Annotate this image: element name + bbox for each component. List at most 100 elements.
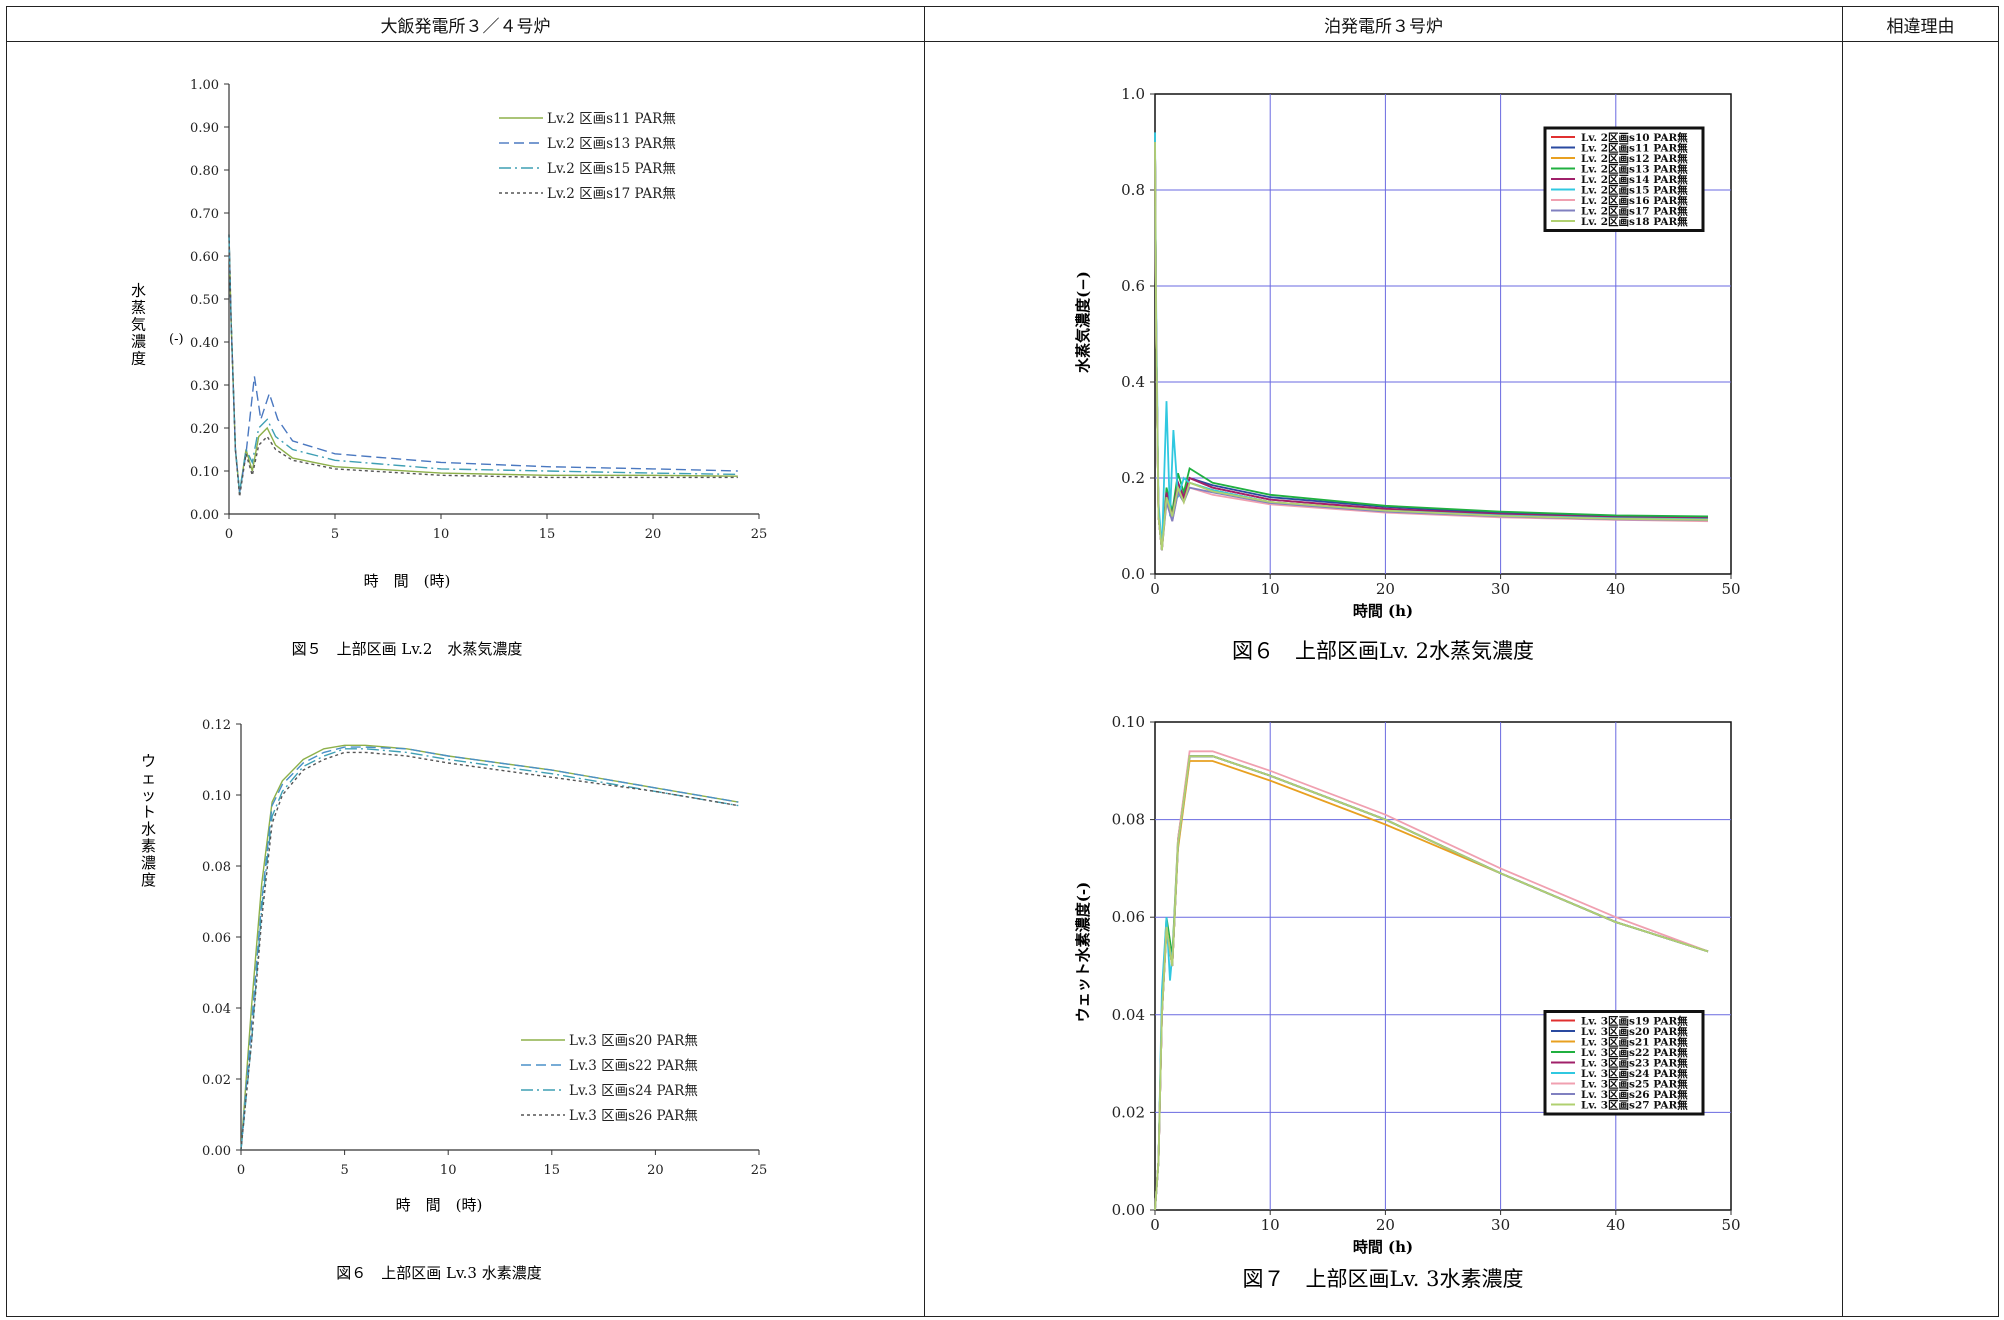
- oi-h2-xlabel: 時 間 (時): [396, 1196, 483, 1214]
- chart-tomari-h2: 0 10 20 30 40 50 0.00 0.02 0.04 0.06 0.08 0.10 Lv. 3…: [1112, 713, 1741, 1234]
- comparison-table: 大飯発電所３／４号炉 泊発電所３号炉 相違理由 0 5 10 15 20 25 0.00 0.…: [6, 6, 1999, 1317]
- legend-label: Lv. 3区画s24 PAR無: [1581, 1067, 1688, 1080]
- y-tick-label: 0.00: [1112, 1201, 1145, 1219]
- reason-cell: [1842, 41, 1999, 1317]
- y-tick-label: 0.00: [190, 508, 219, 523]
- tomari-steam-ylabel: 水蒸気濃度(−): [1074, 271, 1092, 373]
- oi-steam-ylabel: 水蒸気濃度: [131, 282, 146, 368]
- legend-label: Lv. 3区画s19 PAR無: [1581, 1015, 1688, 1028]
- y-tick-label: 0.02: [202, 1073, 231, 1088]
- y-tick-label: 0.0: [1121, 565, 1145, 583]
- x-tick-label: 0: [237, 1163, 245, 1178]
- y-tick-label: 0.60: [190, 250, 219, 265]
- x-tick-label: 10: [440, 1163, 457, 1178]
- legend-label: Lv. 2区画s17 PAR無: [1581, 205, 1688, 218]
- x-tick-label: 10: [1261, 580, 1280, 598]
- y-tick-label: 0.4: [1121, 373, 1145, 391]
- legend-label: Lv. 2区画s13 PAR無: [1581, 163, 1688, 176]
- y-tick-label: 0.06: [202, 931, 231, 946]
- legend-label: Lv. 2区画s11 PAR無: [1581, 142, 1688, 155]
- series-line-1: [228, 234, 738, 493]
- y-tick-label: 0.04: [202, 1002, 231, 1017]
- oi-steam-xlabel: 時 間 (時): [364, 572, 451, 590]
- right-figures: 0 10 20 30 40 50 0.0 0.2 0.4 0.6 0.8 1.0 Lv. 2区画s10 …: [1074, 85, 1741, 1291]
- y-tick-label: 0.90: [190, 121, 219, 136]
- y-tick-label: 1.00: [190, 78, 219, 93]
- legend-label: Lv.3 区画s22 PAR無: [569, 1058, 698, 1074]
- chart-tomari-steam: 0 10 20 30 40 50 0.0 0.2 0.4 0.6 0.8 1.0 Lv. 2区画s10 …: [1121, 85, 1740, 598]
- y-tick-label: 0.06: [1112, 908, 1145, 926]
- x-tick-label: 20: [645, 527, 662, 542]
- legend-label: Lv. 2区画s16 PAR無: [1581, 194, 1688, 207]
- legend-label: Lv.2 区画s17 PAR無: [547, 186, 676, 202]
- y-tick-label: 0.6: [1121, 277, 1145, 295]
- legend-label: Lv.3 区画s20 PAR無: [569, 1033, 698, 1049]
- y-tick-label: 0.2: [1121, 469, 1145, 487]
- x-tick-label: 20: [1376, 1216, 1395, 1234]
- legend-label: Lv.2 区画s15 PAR無: [547, 161, 676, 177]
- left-cell: 0 5 10 15 20 25 0.00 0.10 0.20 0.30 0.40 0.50 0.60 0.…: [6, 41, 925, 1317]
- tomari-h2-ylabel: ウェット水素濃度(-): [1074, 882, 1092, 1022]
- legend-label: Lv. 3区画s25 PAR無: [1581, 1078, 1688, 1091]
- x-tick-label: 10: [1261, 1216, 1280, 1234]
- y-tick-label: 0.20: [190, 422, 219, 437]
- y-tick-label: 0.12: [202, 718, 231, 733]
- series-line-3: [228, 234, 738, 493]
- x-tick-label: 0: [1150, 580, 1160, 598]
- legend-label: Lv. 3区画s26 PAR無: [1581, 1088, 1688, 1101]
- legend-label: Lv. 3区画s21 PAR無: [1581, 1036, 1688, 1049]
- x-tick-label: 10: [433, 527, 450, 542]
- x-tick-label: 20: [1376, 580, 1395, 598]
- legend-label: Lv.3 区画s26 PAR無: [569, 1108, 698, 1124]
- y-tick-label: 0.08: [202, 860, 231, 875]
- content-row: 0 5 10 15 20 25 0.00 0.10 0.20 0.30 0.40 0.50 0.60 0.…: [6, 41, 1999, 1317]
- tomari-h2-xlabel: 時間 (h): [1353, 1238, 1413, 1256]
- header-row: 大飯発電所３／４号炉 泊発電所３号炉 相違理由: [6, 6, 1999, 42]
- x-tick-label: 40: [1606, 580, 1625, 598]
- legend-label: Lv.3 区画s24 PAR無: [569, 1083, 698, 1099]
- oi-steam-yunit: (-): [169, 332, 184, 347]
- y-tick-label: 0.50: [190, 293, 219, 308]
- x-tick-label: 40: [1606, 1216, 1625, 1234]
- x-tick-label: 20: [647, 1163, 664, 1178]
- tomari-steam-xlabel: 時間 (h): [1353, 602, 1413, 620]
- tomari-steam-caption: 図６ 上部区画Lv. 2水蒸気濃度: [1232, 639, 1534, 663]
- right-cell: 0 10 20 30 40 50 0.0 0.2 0.4 0.6 0.8 1.0 Lv. 2区画s10 …: [924, 41, 1843, 1317]
- legend-label: Lv. 2区画s15 PAR無: [1581, 184, 1688, 197]
- column-header-reason: 相違理由: [1842, 6, 1999, 42]
- x-tick-label: 5: [340, 1163, 348, 1178]
- y-tick-label: 0.08: [1112, 811, 1145, 829]
- y-tick-label: 0.10: [1112, 713, 1145, 731]
- column-header-left: 大飯発電所３／４号炉: [6, 6, 925, 42]
- series-line-2: [240, 746, 739, 1151]
- legend-label: Lv. 2区画s14 PAR無: [1581, 173, 1688, 186]
- legend-label: Lv. 2区画s10 PAR無: [1581, 131, 1688, 144]
- series-line-9: [1154, 141, 1709, 551]
- y-tick-label: 1.0: [1121, 85, 1145, 103]
- y-tick-label: 0.70: [190, 207, 219, 222]
- y-tick-label: 0.10: [202, 789, 231, 804]
- x-tick-label: 15: [544, 1163, 561, 1178]
- y-tick-label: 0.80: [190, 164, 219, 179]
- y-tick-label: 0.40: [190, 336, 219, 351]
- y-tick-label: 0.00: [202, 1144, 231, 1159]
- x-tick-label: 0: [1150, 1216, 1160, 1234]
- x-tick-label: 50: [1721, 580, 1740, 598]
- series-line-3: [240, 748, 739, 1151]
- x-tick-label: 25: [751, 527, 768, 542]
- series-line-4: [228, 234, 738, 497]
- series-line-4: [240, 751, 739, 1151]
- x-tick-label: 15: [539, 527, 556, 542]
- y-tick-label: 0.8: [1121, 181, 1145, 199]
- series-line-2: [228, 234, 738, 493]
- legend-label: Lv.2 区画s13 PAR無: [547, 136, 676, 152]
- oi-h2-caption: 図６ 上部区画 Lv.3 水素濃度: [336, 1264, 542, 1282]
- chart-oi-steam: 0 5 10 15 20 25 0.00 0.10 0.20 0.30 0.40 0.50 0.60 0.…: [190, 78, 767, 542]
- left-figures: 0 5 10 15 20 25 0.00 0.10 0.20 0.30 0.40 0.50 0.60 0.…: [131, 78, 767, 1282]
- legend-label: Lv. 3区画s20 PAR無: [1581, 1025, 1688, 1038]
- x-tick-label: 0: [225, 527, 233, 542]
- oi-steam-caption: 図５ 上部区画 Lv.2 水蒸気濃度: [292, 640, 523, 658]
- legend-label: Lv. 2区画s12 PAR無: [1581, 152, 1688, 165]
- x-tick-label: 50: [1721, 1216, 1740, 1234]
- legend-label: Lv.2 区画s11 PAR無: [547, 111, 676, 127]
